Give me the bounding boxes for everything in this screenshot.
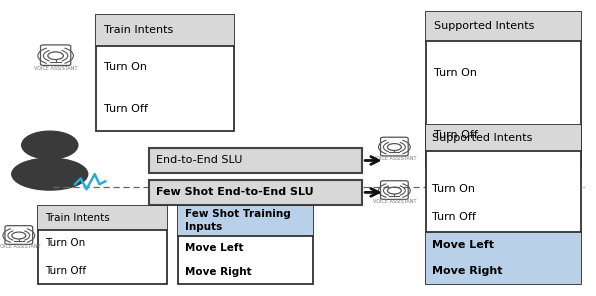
FancyBboxPatch shape [97,15,234,131]
FancyBboxPatch shape [38,206,166,284]
FancyBboxPatch shape [149,148,362,173]
FancyBboxPatch shape [178,206,312,284]
Text: Move Left: Move Left [432,240,494,250]
Text: Move Left: Move Left [185,243,244,253]
FancyBboxPatch shape [39,145,60,163]
Text: Turn On: Turn On [432,184,476,194]
Text: VOICE ASSISTANT: VOICE ASSISTANT [372,200,416,205]
Text: Train Intents: Train Intents [104,25,173,35]
FancyBboxPatch shape [427,125,581,151]
FancyBboxPatch shape [149,180,362,205]
Text: Few Shot Training
Inputs: Few Shot Training Inputs [185,209,291,232]
FancyBboxPatch shape [38,206,166,229]
Text: VOICE ASSISTANT: VOICE ASSISTANT [0,244,41,250]
Text: Few Shot End-to-End SLU: Few Shot End-to-End SLU [156,187,313,197]
Text: Move Right: Move Right [432,266,503,276]
Ellipse shape [12,158,88,190]
Text: Turn Off: Turn Off [432,212,476,222]
FancyBboxPatch shape [427,12,581,167]
Text: Turn On: Turn On [433,67,477,78]
Text: Turn On: Turn On [45,238,85,248]
FancyBboxPatch shape [427,12,581,41]
Text: Turn Off: Turn Off [433,131,477,140]
Text: Turn Off: Turn Off [45,266,86,276]
FancyBboxPatch shape [97,15,234,46]
FancyBboxPatch shape [427,232,581,284]
FancyBboxPatch shape [178,206,312,236]
Circle shape [21,131,78,159]
Text: Turn Off: Turn Off [104,104,147,115]
Text: Train Intents: Train Intents [45,213,110,223]
Text: VOICE ASSISTANT: VOICE ASSISTANT [34,66,77,71]
Text: Supported Intents: Supported Intents [432,133,533,143]
Text: VOICE ASSISTANT: VOICE ASSISTANT [372,156,416,161]
Text: End-to-End SLU: End-to-End SLU [156,155,243,165]
FancyBboxPatch shape [427,125,581,284]
Text: Move Right: Move Right [185,267,252,277]
Text: Turn On: Turn On [104,62,147,72]
Text: Supported Intents: Supported Intents [433,21,534,31]
